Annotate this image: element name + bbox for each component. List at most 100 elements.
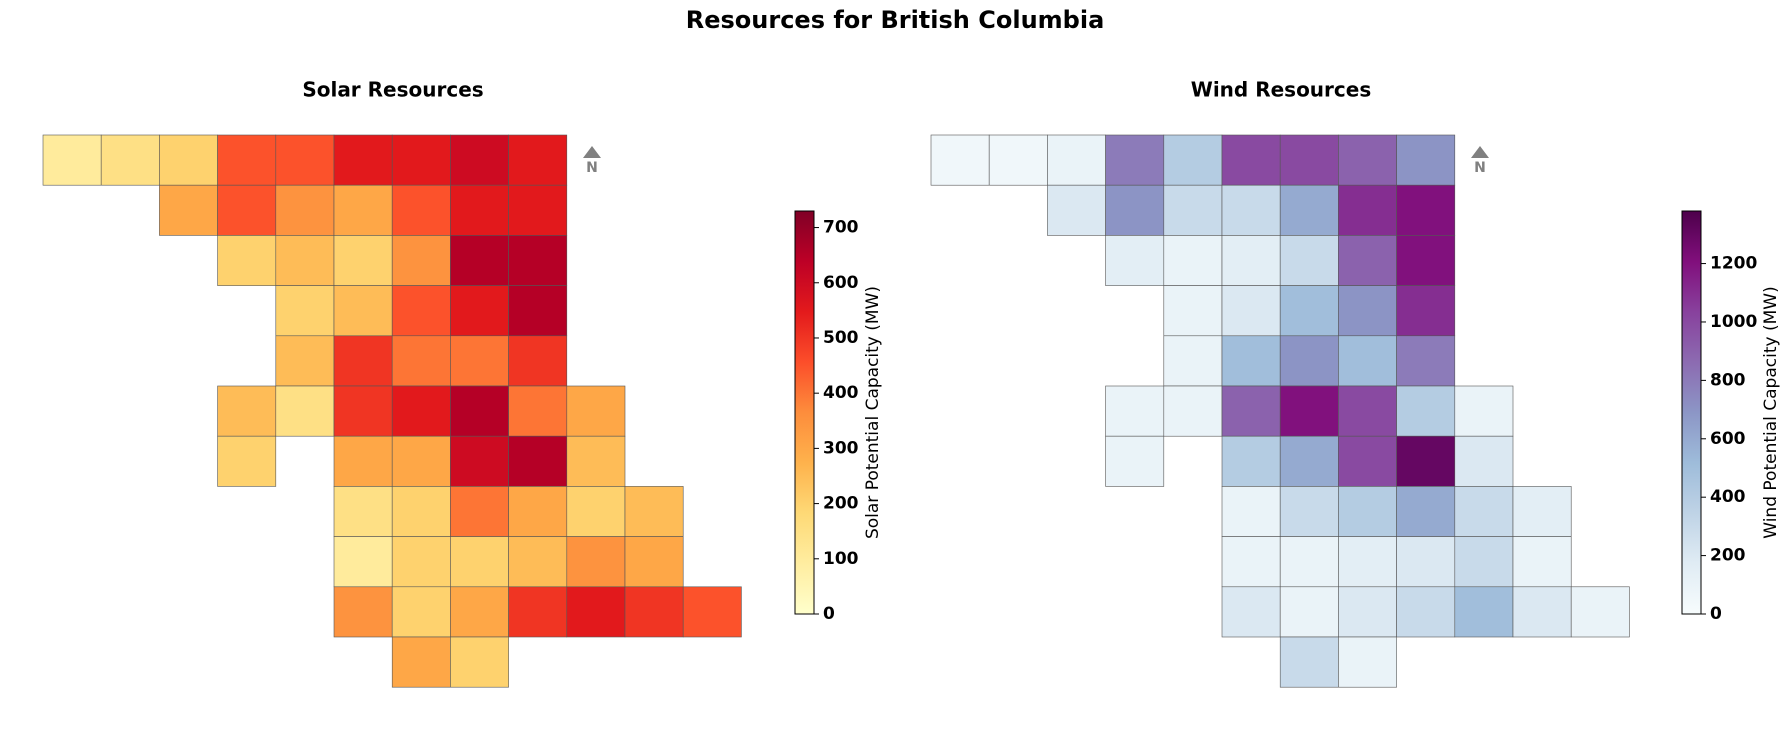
grid-cell	[333, 184, 393, 236]
grid-cell	[391, 235, 451, 286]
grid-cell	[333, 586, 393, 638]
grid-cell	[1512, 586, 1572, 638]
grid-cell	[508, 385, 568, 437]
grid-cell	[624, 536, 684, 588]
grid-cell	[1570, 586, 1630, 638]
grid-cell	[1338, 134, 1397, 186]
colorbar-tick-label: 400	[823, 383, 859, 403]
colorbar-tick-label: 1200	[1710, 254, 1757, 274]
grid-cell	[508, 536, 568, 588]
colorbar-tick-label: 0	[1710, 604, 1722, 624]
grid-cell	[508, 184, 568, 236]
grid-cell	[159, 184, 218, 236]
grid-cell	[1221, 335, 1281, 387]
colorbar-tick-label: 600	[823, 273, 859, 293]
grid-cell	[1338, 435, 1397, 487]
panel-title: Wind Resources	[1191, 78, 1371, 102]
grid-cell	[159, 134, 218, 186]
grid-cell	[391, 134, 451, 186]
grid-cell	[1338, 636, 1397, 688]
colorbar-tick-label: 300	[823, 438, 859, 458]
grid-cell	[333, 134, 393, 186]
grid-cell	[1279, 536, 1339, 588]
grid-cell	[450, 636, 509, 688]
colorbar-tick-label: 200	[1710, 546, 1746, 566]
grid-cell	[450, 536, 509, 588]
grid-cell	[1279, 134, 1339, 186]
grid-cell	[450, 335, 509, 387]
grid-cell	[333, 385, 393, 437]
grid-cell	[391, 636, 451, 688]
grid-cell	[391, 486, 451, 537]
grid-cell	[275, 335, 335, 387]
colorbar	[1681, 210, 1702, 615]
grid-cell	[1396, 285, 1456, 337]
grid-cell	[1338, 235, 1397, 286]
grid-cell	[1221, 486, 1281, 537]
grid-cell	[1279, 486, 1339, 537]
colorbar-tick-label: 100	[823, 549, 859, 569]
colorbar-tick-label: 500	[823, 328, 859, 348]
grid-cell	[450, 134, 509, 186]
grid-cell	[1163, 285, 1223, 337]
grid-cell	[1163, 184, 1223, 236]
grid-cell	[1279, 385, 1339, 437]
grid-cell	[566, 385, 626, 437]
grid-cell	[1279, 335, 1339, 387]
grid-cell	[1163, 385, 1223, 437]
grid-cell	[217, 435, 277, 487]
grid-cell	[1279, 184, 1339, 236]
grid-cell	[1279, 285, 1339, 337]
grid-cell	[1338, 335, 1397, 387]
grid-cell	[1396, 235, 1456, 286]
grid-cell	[1105, 184, 1165, 236]
grid-cell	[333, 536, 393, 588]
grid-cell	[1047, 134, 1106, 186]
grid-cell	[333, 435, 393, 487]
grid-cell	[1396, 486, 1456, 537]
grid-cell	[333, 486, 393, 537]
grid-cell	[1454, 536, 1514, 588]
grid-cell	[391, 184, 451, 236]
grid-cell	[450, 235, 509, 286]
grid-cell	[1221, 435, 1281, 487]
grid-cell	[391, 385, 451, 437]
grid-cell	[1454, 435, 1514, 487]
grid-cell	[624, 586, 684, 638]
grid-cell	[930, 134, 990, 186]
grid-cell	[1221, 285, 1281, 337]
grid-cell	[1279, 435, 1339, 487]
figure-title: Resources for British Columbia	[686, 6, 1105, 34]
grid-cell	[333, 235, 393, 286]
north-label: N	[1474, 160, 1486, 176]
grid-cell	[1221, 586, 1281, 638]
grid-cell	[217, 235, 277, 286]
grid-cell	[1338, 486, 1397, 537]
grid-cell	[1396, 586, 1456, 638]
grid-cell	[450, 285, 509, 337]
grid-cell	[391, 586, 451, 638]
grid-cell	[566, 486, 626, 537]
grid-cell	[508, 285, 568, 337]
grid-cell	[1163, 134, 1223, 186]
colorbar-tick-label: 400	[1710, 487, 1746, 507]
grid-cell	[1221, 385, 1281, 437]
colorbar-label: Solar Potential Capacity (MW)	[863, 286, 883, 539]
grid-cell	[508, 335, 568, 387]
grid-cell	[450, 184, 509, 236]
grid-cell	[1396, 536, 1456, 588]
grid-cell	[217, 385, 277, 437]
grid-cell	[1221, 134, 1281, 186]
grid-cell	[1396, 335, 1456, 387]
grid-cell	[450, 486, 509, 537]
grid-cell	[1163, 235, 1223, 286]
grid-cell	[1338, 385, 1397, 437]
grid-cell	[42, 134, 102, 186]
grid-cell	[1396, 134, 1456, 186]
grid-cell	[275, 134, 335, 186]
grid-cell	[1454, 486, 1514, 537]
grid-cell	[1338, 184, 1397, 236]
grid-cell	[217, 184, 277, 236]
colorbar-tick-label: 700	[823, 218, 859, 238]
